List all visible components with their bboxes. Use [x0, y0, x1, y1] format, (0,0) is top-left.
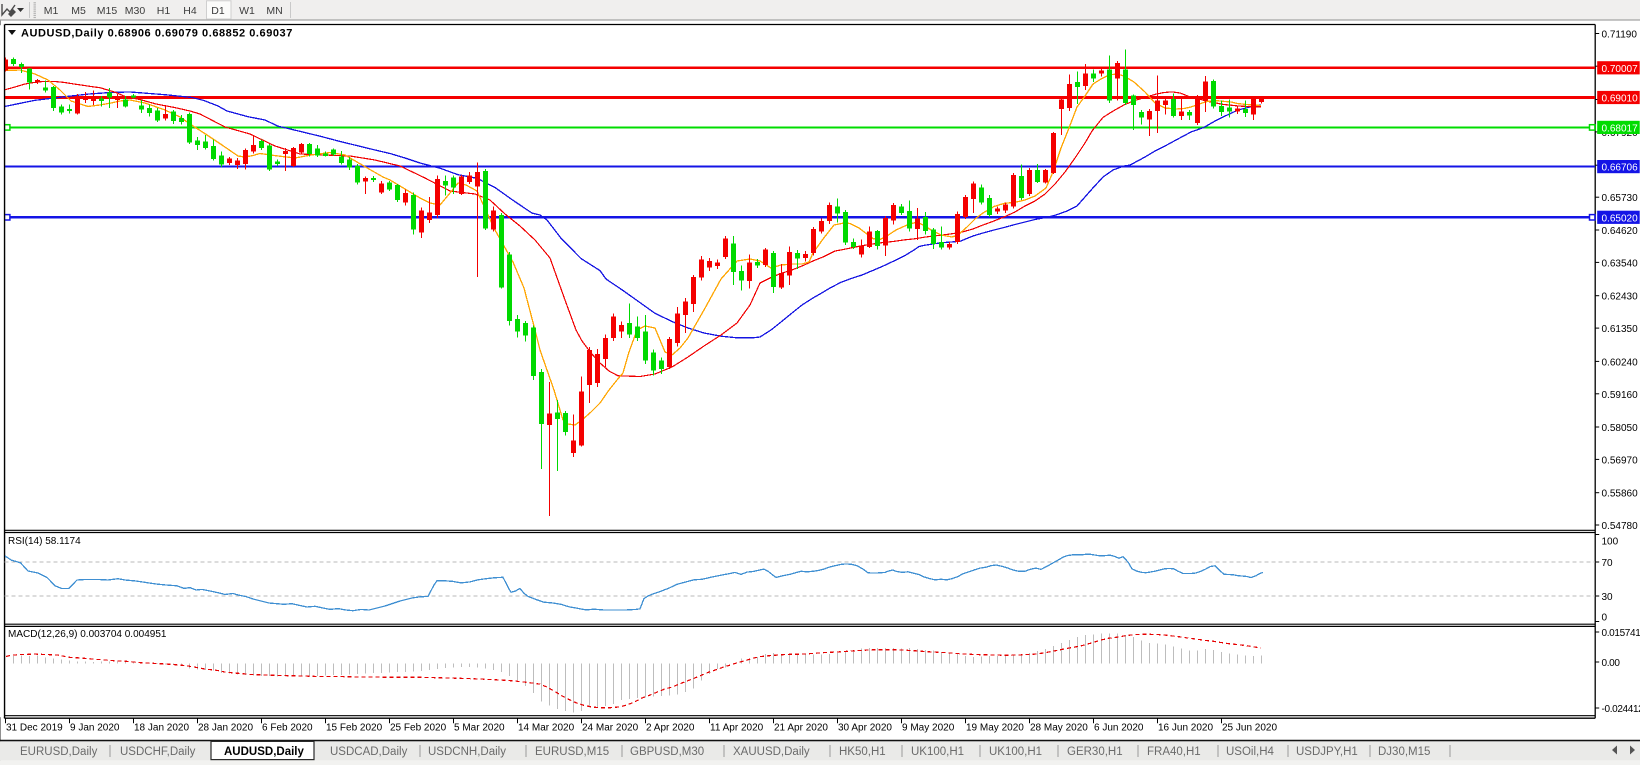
svg-text:DJ30,M15: DJ30,M15: [1378, 746, 1430, 758]
svg-text:16 Jun 2020: 16 Jun 2020: [1158, 723, 1213, 734]
svg-text:0.58050: 0.58050: [1602, 423, 1639, 434]
svg-text:31 Dec 2019: 31 Dec 2019: [6, 723, 63, 734]
svg-text:M5: M5: [71, 5, 86, 17]
svg-text:M15: M15: [97, 5, 118, 17]
svg-text:-0.024412: -0.024412: [1602, 704, 1640, 715]
svg-text:6 Feb 2020: 6 Feb 2020: [262, 723, 313, 734]
svg-text:HK50,H1: HK50,H1: [839, 746, 886, 758]
svg-text:FRA40,H1: FRA40,H1: [1147, 746, 1201, 758]
svg-text:0.69010: 0.69010: [1602, 94, 1639, 105]
svg-text:15 Feb 2020: 15 Feb 2020: [326, 723, 383, 734]
svg-text:USDCAD,Daily: USDCAD,Daily: [330, 746, 408, 758]
svg-text:0.71190: 0.71190: [1602, 30, 1638, 41]
svg-text:11 Apr 2020: 11 Apr 2020: [710, 723, 764, 734]
svg-text:25 Jun 2020: 25 Jun 2020: [1222, 723, 1277, 734]
svg-text:D1: D1: [211, 5, 225, 17]
svg-text:9 Jan 2020: 9 Jan 2020: [70, 723, 120, 734]
svg-text:USDJPY,H1: USDJPY,H1: [1296, 746, 1358, 758]
svg-text:2 Apr 2020: 2 Apr 2020: [646, 723, 695, 734]
svg-text:USDCHF,Daily: USDCHF,Daily: [120, 746, 196, 758]
svg-text:0.65730: 0.65730: [1602, 193, 1639, 204]
svg-text:0.64620: 0.64620: [1602, 226, 1639, 237]
svg-text:0: 0: [1602, 613, 1608, 624]
svg-text:24 Mar 2020: 24 Mar 2020: [582, 723, 639, 734]
svg-text:XAUUSD,Daily: XAUUSD,Daily: [733, 746, 810, 758]
svg-text:30: 30: [1602, 592, 1614, 603]
svg-text:MACD(12,26,9) 0.003704 0.00495: MACD(12,26,9) 0.003704 0.004951: [8, 629, 167, 640]
svg-text:0.65020: 0.65020: [1602, 213, 1639, 224]
svg-text:RSI(14) 58.1174: RSI(14) 58.1174: [8, 536, 81, 547]
svg-text:H4: H4: [183, 5, 197, 17]
svg-text:EURUSD,Daily: EURUSD,Daily: [20, 746, 98, 758]
svg-text:25 Feb 2020: 25 Feb 2020: [390, 723, 447, 734]
svg-text:USDCNH,Daily: USDCNH,Daily: [428, 746, 506, 758]
svg-text:100: 100: [1602, 537, 1619, 548]
svg-text:USOil,H4: USOil,H4: [1226, 746, 1275, 758]
svg-text:0.015741: 0.015741: [1602, 628, 1640, 639]
svg-text:5 Mar 2020: 5 Mar 2020: [454, 723, 505, 734]
svg-text:GER30,H1: GER30,H1: [1067, 746, 1123, 758]
svg-text:28 Jan 2020: 28 Jan 2020: [198, 723, 253, 734]
svg-text:0.62430: 0.62430: [1602, 292, 1639, 303]
svg-text:AUDUSD,Daily: AUDUSD,Daily: [224, 746, 304, 758]
svg-text:0.61350: 0.61350: [1602, 324, 1639, 335]
svg-text:W1: W1: [239, 5, 255, 17]
svg-text:18 Jan 2020: 18 Jan 2020: [134, 723, 189, 734]
svg-text:0.66706: 0.66706: [1602, 163, 1639, 174]
svg-text:0.56970: 0.56970: [1602, 455, 1639, 466]
svg-text:0.00: 0.00: [1602, 658, 1621, 669]
svg-text:14 Mar 2020: 14 Mar 2020: [518, 723, 575, 734]
svg-text:0.59160: 0.59160: [1602, 390, 1639, 401]
svg-text:28 May 2020: 28 May 2020: [1030, 723, 1088, 734]
svg-text:0.68017: 0.68017: [1602, 123, 1639, 134]
svg-text:0.63540: 0.63540: [1602, 258, 1639, 269]
svg-text:70: 70: [1602, 558, 1614, 569]
svg-text:EURUSD,M15: EURUSD,M15: [535, 746, 609, 758]
svg-text:M30: M30: [125, 5, 146, 17]
svg-text:UK100,H1: UK100,H1: [911, 746, 964, 758]
svg-text:M1: M1: [44, 5, 59, 17]
svg-text:UK100,H1: UK100,H1: [989, 746, 1042, 758]
svg-text:GBPUSD,M30: GBPUSD,M30: [630, 746, 704, 758]
svg-text:0.70007: 0.70007: [1602, 64, 1639, 75]
svg-text:0.60240: 0.60240: [1602, 357, 1639, 368]
svg-text:9 May 2020: 9 May 2020: [902, 723, 955, 734]
svg-text:19 May 2020: 19 May 2020: [966, 723, 1024, 734]
svg-text:H1: H1: [157, 5, 171, 17]
svg-text:0.54780: 0.54780: [1602, 521, 1639, 532]
svg-text:0.55860: 0.55860: [1602, 489, 1639, 500]
svg-text:30 Apr 2020: 30 Apr 2020: [838, 723, 892, 734]
svg-text:AUDUSD,Daily 0.68906 0.69079: AUDUSD,Daily 0.68906 0.69079 0.68852 0.6…: [21, 28, 293, 40]
svg-text:21 Apr 2020: 21 Apr 2020: [774, 723, 828, 734]
svg-text:MN: MN: [266, 5, 282, 17]
svg-text:6 Jun 2020: 6 Jun 2020: [1094, 723, 1144, 734]
